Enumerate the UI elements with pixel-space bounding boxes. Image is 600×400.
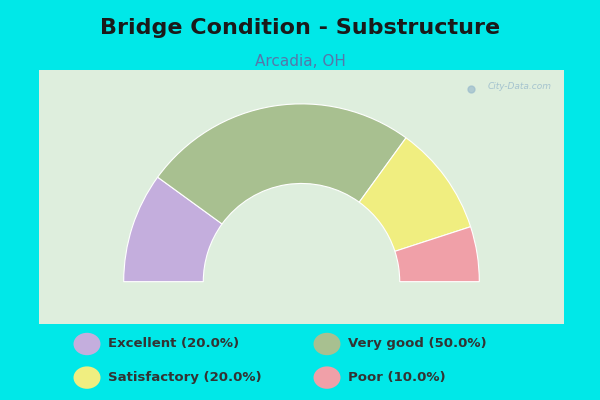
Ellipse shape — [313, 333, 340, 355]
Wedge shape — [124, 177, 222, 282]
Ellipse shape — [74, 333, 101, 355]
Ellipse shape — [74, 366, 101, 389]
Text: Poor (10.0%): Poor (10.0%) — [348, 371, 446, 384]
Text: Very good (50.0%): Very good (50.0%) — [348, 338, 487, 350]
Text: Satisfactory (20.0%): Satisfactory (20.0%) — [108, 371, 262, 384]
Wedge shape — [395, 227, 479, 282]
Wedge shape — [158, 104, 406, 224]
Wedge shape — [359, 138, 470, 251]
Text: Excellent (20.0%): Excellent (20.0%) — [108, 338, 239, 350]
Text: City-Data.com: City-Data.com — [488, 82, 552, 91]
Text: Bridge Condition - Substructure: Bridge Condition - Substructure — [100, 18, 500, 38]
Ellipse shape — [313, 366, 340, 389]
Text: Arcadia, OH: Arcadia, OH — [254, 54, 346, 70]
